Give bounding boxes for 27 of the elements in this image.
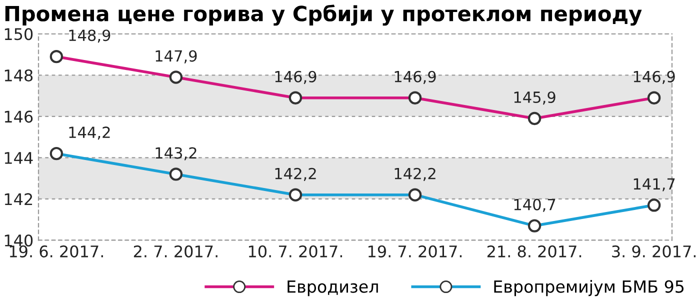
data-label: 144,2	[69, 126, 110, 140]
y-tick-label: 146	[4, 110, 33, 123]
x-tick-label: 3. 9. 2017.	[612, 245, 696, 258]
data-label: 148,9	[69, 30, 110, 43]
y-tick-label: 148	[4, 69, 33, 82]
data-label: 143,2	[156, 147, 196, 160]
data-label: 146,9	[275, 70, 316, 84]
y-tick-label: 140	[4, 234, 33, 247]
chart-title: Промена цене горива у Србији у протеклом периоду	[5, 4, 642, 26]
x-tick-label: 19. 7. 2017.	[368, 245, 462, 258]
data-label: 142,2	[275, 168, 316, 181]
x-tick-label: 10. 7. 2017.	[248, 245, 342, 258]
x-tick-label: 21. 8. 2017.	[487, 245, 582, 258]
x-tick-label: 19. 6. 2017.	[10, 245, 103, 258]
data-label: 141,7	[634, 178, 675, 192]
data-label: 140,7	[514, 198, 556, 212]
y-tick-label: 150	[4, 28, 33, 40]
y-tick-label: 142	[4, 193, 32, 206]
legend-label: Европремијум БМБ 95	[494, 280, 684, 296]
y-tick-label: 144	[4, 152, 33, 164]
x-tick-label: 2. 7. 2017.	[134, 245, 218, 258]
data-label: 146,9	[394, 70, 436, 84]
data-label: 146,9	[634, 70, 675, 84]
legend-label: Евродизел	[288, 280, 378, 296]
data-label: 145,9	[514, 91, 556, 105]
data-label: 142,2	[394, 168, 436, 181]
data-label: 147,9	[156, 50, 197, 64]
